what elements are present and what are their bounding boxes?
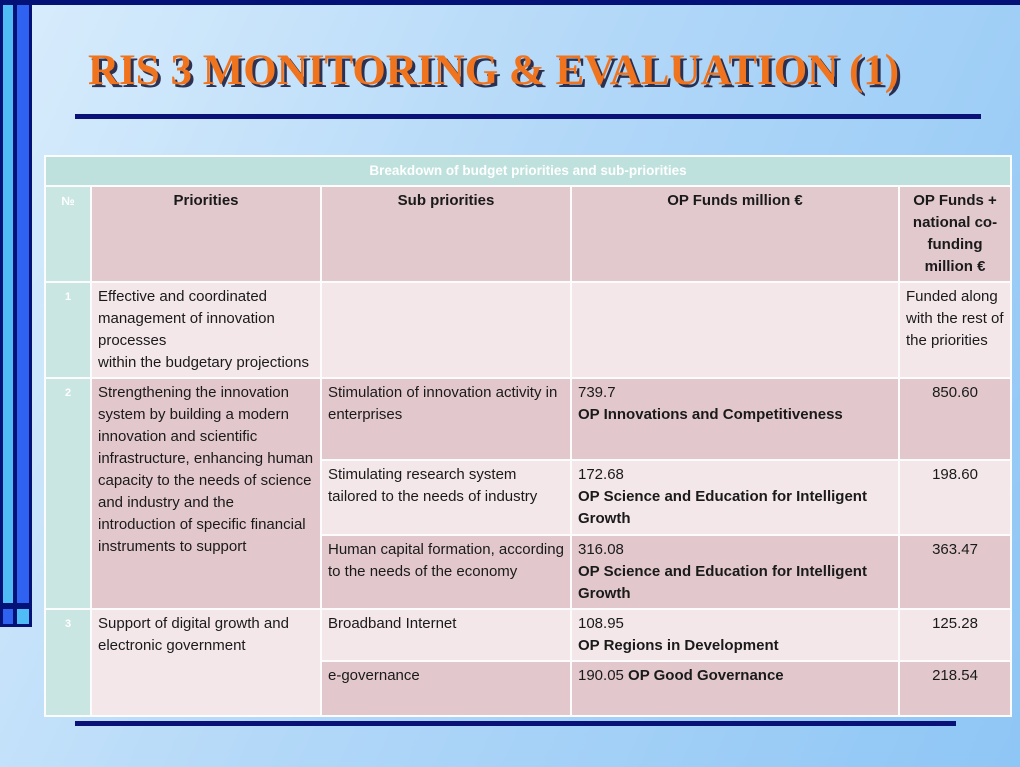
total-funds-cell: 198.60 <box>897 459 1013 536</box>
page-title: RIS 3 MONITORING & EVALUATION (1) <box>88 47 900 94</box>
table-row: 3 Support of digital growth and electron… <box>44 608 1013 717</box>
budget-table: Breakdown of budget priorities and sub-p… <box>43 155 1013 717</box>
sub-priority-cell: Human capital formation, according to th… <box>320 534 572 610</box>
row-number: 3 <box>44 608 92 717</box>
sub-priority-cell: Broadband Internet <box>320 608 572 662</box>
sub-priority-cell: Stimulation of innovation activity in en… <box>320 377 572 461</box>
op-funds-cell: 316.08 OP Science and Education for Inte… <box>570 534 900 610</box>
op-funds-amount: 172.68 <box>578 466 624 483</box>
column-header-sub-priorities: Sub priorities <box>320 185 572 283</box>
op-funds-cell <box>570 281 900 379</box>
priority-cell: Support of digital growth and electronic… <box>90 608 322 717</box>
table-row: 1 Effective and coordinated management o… <box>44 281 1013 379</box>
priority-cell: Strengthening the innovation system by b… <box>90 377 322 610</box>
sub-priority-cell: e-governance <box>320 660 572 717</box>
op-funds-amount: 190.05 <box>578 667 629 684</box>
table-row: 2 Strengthening the innovation system by… <box>44 377 1013 610</box>
op-funds-cell: 108.95 OP Regions in Development <box>570 608 900 662</box>
sub-priority-cell <box>320 281 572 379</box>
total-funds-cell: 850.60 <box>897 377 1013 461</box>
left-decoration-royal-bar-cap <box>14 606 32 627</box>
op-funds-amount: 108.95 <box>578 615 624 632</box>
table-row: e-governance 190.05 OP Good Governance 2… <box>45 660 1013 717</box>
column-header-priorities: Priorities <box>90 185 322 283</box>
total-funds-cell: 363.47 <box>897 534 1013 610</box>
table-caption: Breakdown of budget priorities and sub-p… <box>43 155 1013 187</box>
op-programme-name: OP Science and Education for Intelligent… <box>578 563 867 602</box>
op-funds-cell: 739.7 OP Innovations and Competitiveness <box>570 377 900 461</box>
op-funds-cell: 190.05 OP Good Governance <box>570 660 900 717</box>
op-programme-name: OP Good Governance <box>628 667 784 684</box>
table-header-row: № Priorities Sub priorities OP Funds mil… <box>44 185 1013 283</box>
total-funds-cell: Funded along with the rest of the priori… <box>897 281 1013 379</box>
table-row: Human capital formation, according to th… <box>45 534 1013 610</box>
total-funds-cell: 218.54 <box>897 660 1013 717</box>
row-number: 2 <box>44 377 92 610</box>
op-funds-amount: 316.08 <box>578 541 624 558</box>
table-caption-row: Breakdown of budget priorities and sub-p… <box>43 155 1013 187</box>
table-row: Stimulating research system tailored to … <box>45 459 1013 536</box>
op-programme-name: OP Innovations and Competitiveness <box>578 406 843 423</box>
column-header-op-funds: OP Funds million € <box>570 185 900 283</box>
op-programme-name: OP Regions in Development <box>578 637 779 654</box>
column-header-num: № <box>44 185 92 283</box>
title-underline <box>75 114 981 119</box>
left-decoration-royal-bar <box>14 0 32 606</box>
row-number: 1 <box>44 281 92 379</box>
column-header-op-funds-total: OP Funds + national co- funding million … <box>897 185 1013 283</box>
footer-rule <box>75 721 956 726</box>
top-border-bar <box>0 0 1020 5</box>
op-programme-name: OP Science and Education for Intelligent… <box>578 488 867 527</box>
sub-priority-cell: Stimulating research system tailored to … <box>320 459 572 536</box>
op-funds-amount: 739.7 <box>578 384 616 401</box>
priority-cell: Effective and coordinated management of … <box>90 281 322 379</box>
total-funds-cell: 125.28 <box>897 608 1013 662</box>
op-funds-cell: 172.68 OP Science and Education for Inte… <box>570 459 900 536</box>
